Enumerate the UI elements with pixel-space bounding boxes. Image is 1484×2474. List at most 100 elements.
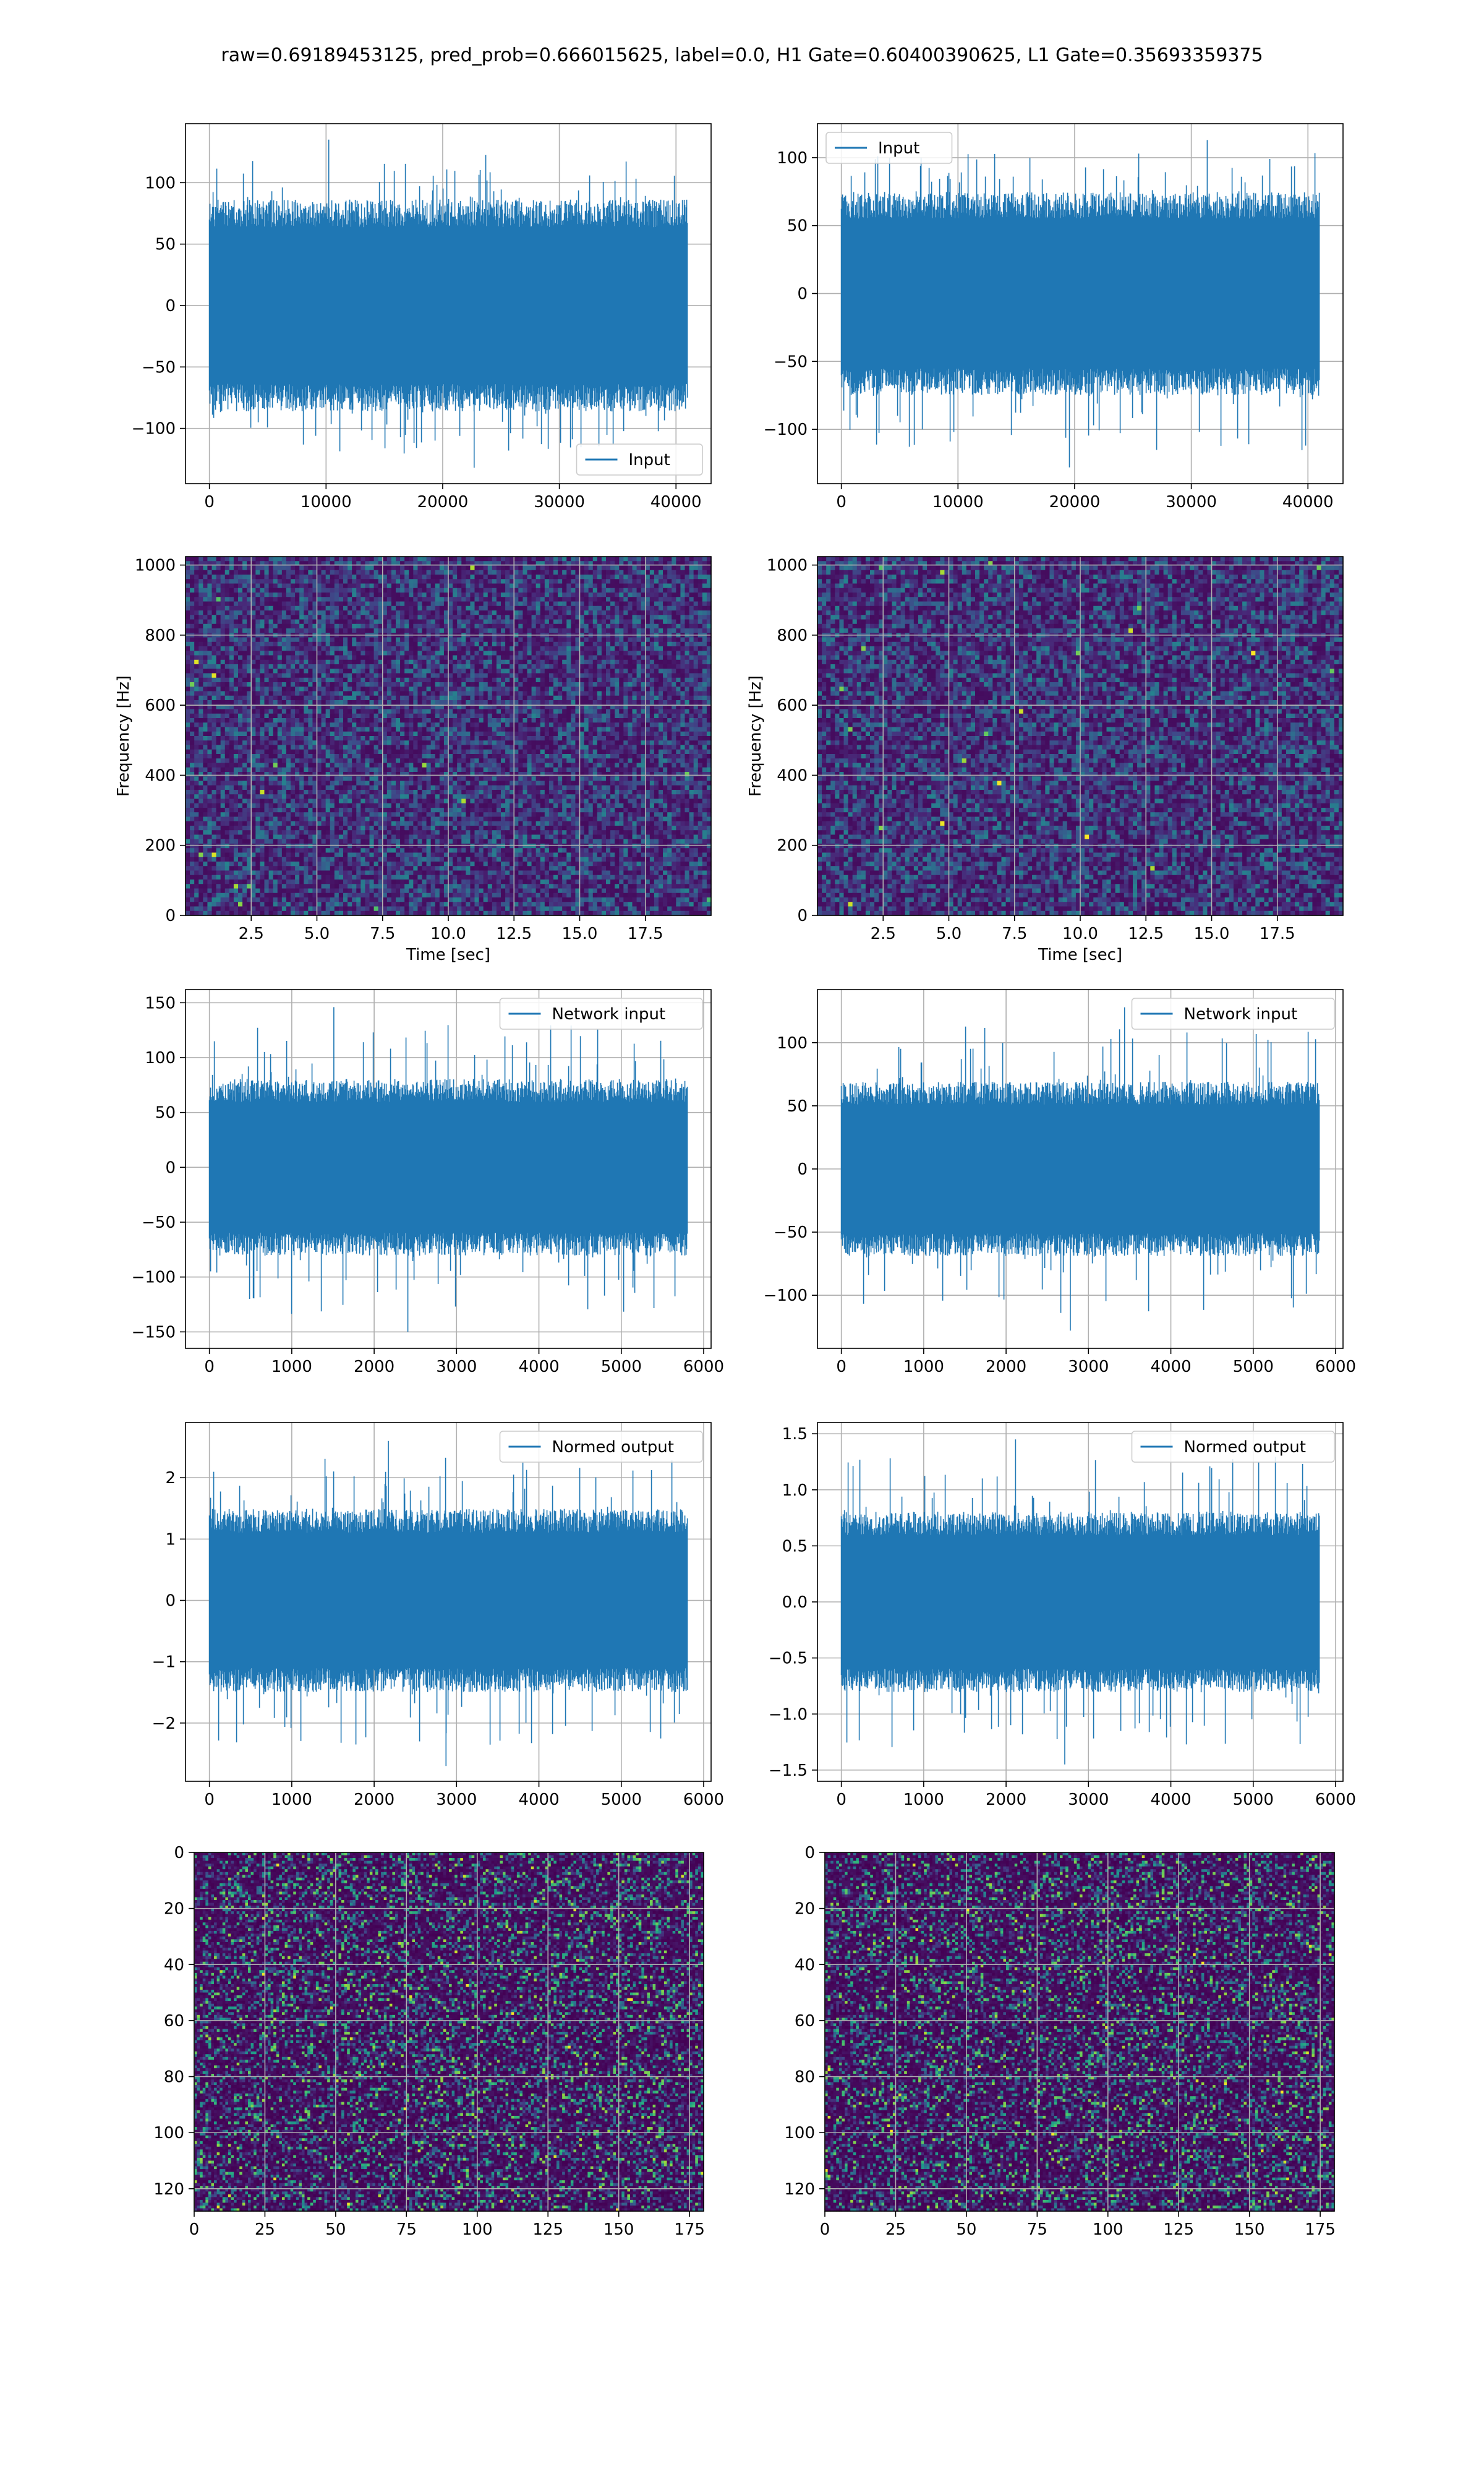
x-tick-label: 6000 [1315, 1358, 1356, 1376]
x-tick-label: 25 [885, 2220, 906, 2239]
y-tick-label: 100 [784, 2124, 815, 2142]
y-tick-label: 0 [165, 1158, 176, 1177]
legend: Network input [500, 998, 703, 1029]
y-tick-label: 600 [145, 696, 176, 715]
y-tick-label: 600 [777, 696, 808, 715]
x-tick-label: 6000 [683, 1791, 724, 1809]
x-tick-label: 3000 [436, 1791, 477, 1809]
x-tick-label: 0 [189, 2220, 200, 2239]
y-tick-label: 1 [165, 1530, 176, 1549]
y-tick-label: −0.5 [769, 1650, 808, 1668]
x-tick-label: 6000 [683, 1358, 724, 1376]
y-tick-label: 800 [777, 627, 808, 645]
y-axis-label: Frequency [Hz] [746, 675, 765, 797]
y-tick-label: −50 [142, 1213, 176, 1232]
y-tick-label: 1000 [767, 557, 808, 575]
y-tick-label: 0 [165, 297, 176, 315]
x-tick-label: 1000 [271, 1791, 312, 1809]
x-tick-label: 4000 [518, 1358, 559, 1376]
x-tick-label: 30000 [534, 493, 585, 511]
y-tick-label: 0 [165, 907, 176, 925]
y-tick-label: 100 [145, 1049, 176, 1068]
x-tick-label: 175 [674, 2220, 705, 2239]
x-tick-label: 0 [204, 1358, 215, 1376]
legend-label: Normed output [552, 1438, 674, 1457]
x-tick-label: 1000 [903, 1358, 944, 1376]
legend-label: Network input [552, 1005, 666, 1024]
x-tick-label: 125 [1163, 2220, 1194, 2239]
x-tick-label: 50 [325, 2220, 346, 2239]
x-tick-label: 17.5 [1260, 925, 1295, 943]
x-tick-label: 12.5 [496, 925, 532, 943]
x-tick-label: 50 [956, 2220, 976, 2239]
y-tick-label: 80 [795, 2068, 815, 2087]
y-tick-label: 40 [164, 1956, 184, 1974]
x-tick-label: 0 [204, 493, 215, 511]
legend: Network input [1132, 998, 1335, 1029]
x-tick-label: 0 [836, 1791, 846, 1809]
y-tick-label: −1 [152, 1653, 176, 1672]
x-tick-label: 7.5 [1002, 925, 1027, 943]
x-tick-label: 12.5 [1128, 925, 1164, 943]
x-tick-label: 2.5 [871, 925, 896, 943]
x-tick-label: 75 [1027, 2220, 1047, 2239]
x-tick-label: 5000 [601, 1791, 642, 1809]
y-tick-label: 0 [804, 1844, 815, 1862]
y-tick-label: −50 [774, 353, 808, 371]
x-tick-label: 2000 [354, 1358, 394, 1376]
l1-spectrogram-chart: 2.5 5.0 7.5 10.0 12.5 15.0 17.5020040060080010… [746, 557, 1344, 964]
x-tick-label: 4000 [1150, 1791, 1191, 1809]
x-tick-label: 3000 [1068, 1791, 1109, 1809]
figure-canvas: 0 10000 20000 30000 40000−100−50050100Input0… [0, 0, 1484, 2474]
y-tick-label: 100 [777, 1034, 808, 1053]
h1-spectrogram-chart: 2.5 5.0 7.5 10.0 12.5 15.0 17.5020040060080010… [114, 557, 712, 964]
x-tick-label: 20000 [1049, 493, 1101, 511]
x-axis-label: Time [sec] [1038, 946, 1122, 964]
legend: Input [826, 132, 952, 163]
x-tick-label: 40000 [650, 493, 702, 511]
legend: Input [577, 444, 703, 475]
y-tick-label: 60 [164, 2012, 184, 2031]
x-tick-label: 4000 [1150, 1358, 1191, 1376]
x-tick-label: 10000 [301, 493, 352, 511]
x-tick-label: 17.5 [628, 925, 663, 943]
y-tick-label: 100 [145, 174, 176, 192]
x-tick-label: 75 [396, 2220, 417, 2239]
x-tick-label: 5.0 [936, 925, 962, 943]
x-tick-label: 25 [255, 2220, 275, 2239]
x-tick-label: 2000 [354, 1791, 394, 1809]
y-tick-label: 20 [795, 1900, 815, 1919]
x-tick-label: 30000 [1166, 493, 1217, 511]
y-tick-label: −100 [132, 1269, 176, 1287]
x-tick-label: 3000 [1068, 1358, 1109, 1376]
y-tick-label: 0.0 [782, 1593, 808, 1612]
x-tick-label: 15.0 [1194, 925, 1230, 943]
y-tick-label: 0 [165, 1592, 176, 1611]
x-tick-label: 150 [603, 2220, 634, 2239]
y-tick-label: 20 [164, 1900, 184, 1919]
x-tick-label: 2000 [986, 1791, 1026, 1809]
x-tick-label: 1000 [271, 1358, 312, 1376]
y-tick-label: 120 [153, 2180, 184, 2199]
y-tick-label: 0.5 [782, 1537, 808, 1556]
y-tick-label: 50 [787, 217, 808, 236]
y-tick-label: −100 [764, 1286, 808, 1305]
y-tick-label: −1.0 [769, 1705, 808, 1724]
x-tick-label: 125 [532, 2220, 563, 2239]
x-tick-label: 10000 [932, 493, 984, 511]
x-tick-label: 10.0 [430, 925, 466, 943]
y-tick-label: 400 [145, 766, 176, 785]
x-tick-label: 40000 [1282, 493, 1334, 511]
x-tick-label: 2000 [986, 1358, 1026, 1376]
h1-network-input-chart: 0 1000 2000 3000 4000 5000 6000−150−100−500501… [132, 990, 725, 1376]
x-tick-label: 15.0 [562, 925, 598, 943]
x-tick-label: 4000 [518, 1791, 559, 1809]
y-tick-label: 800 [145, 627, 176, 645]
x-tick-label: 100 [462, 2220, 493, 2239]
y-tick-label: 120 [784, 2180, 815, 2199]
legend: Normed output [1132, 1431, 1335, 1462]
